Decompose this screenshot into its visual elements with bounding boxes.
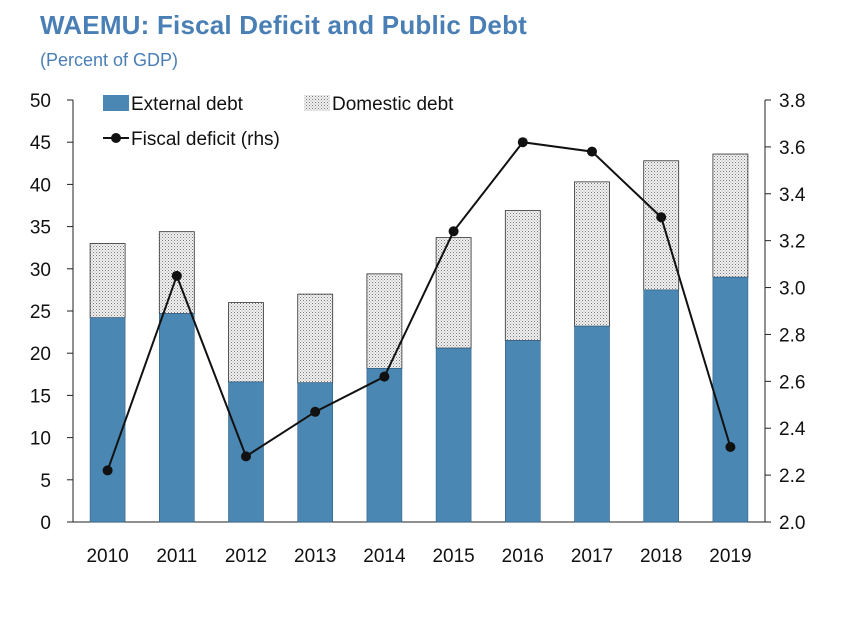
right-tick-label: 3.0: [779, 279, 805, 300]
legend-label-external-debt: External debt: [131, 94, 244, 115]
x-tick-label: 2011: [156, 546, 197, 567]
line-group: [102, 137, 736, 476]
left-tick-label: 5: [40, 471, 51, 492]
chart-title: WAEMU: Fiscal Deficit and Public Debt: [40, 10, 528, 40]
left-tick-label: 50: [30, 91, 51, 112]
left-tick-label: 40: [30, 175, 51, 196]
x-tick-label: 2014: [363, 546, 406, 567]
right-tick-label: 3.2: [779, 232, 805, 253]
left-tick-label: 15: [30, 386, 51, 407]
bar-external-debt: [366, 368, 403, 523]
legend-label-domestic-debt: Domestic debt: [332, 94, 454, 115]
bar-external-debt: [643, 289, 680, 523]
left-tick-label: 25: [30, 302, 51, 323]
fiscal-deficit-point: [379, 371, 390, 382]
right-tick-label: 2.0: [779, 513, 805, 534]
bar-external-debt: [89, 317, 126, 523]
fiscal-deficit-point: [171, 270, 182, 281]
x-tick-label: 2016: [502, 546, 544, 567]
right-tick-label: 2.4: [779, 419, 806, 440]
fiscal-deficit-point: [102, 465, 113, 476]
right-tick-label: 2.6: [779, 372, 805, 393]
bar-external-debt: [504, 340, 541, 523]
bar-external-debt: [435, 347, 472, 523]
legend-swatch-external-debt: [103, 95, 129, 111]
x-tick-label: 2010: [86, 546, 128, 567]
right-tick-label: 2.2: [779, 466, 805, 487]
x-tick-label: 2012: [225, 546, 267, 567]
left-tick-label: 45: [30, 133, 51, 154]
bar-domestic-debt: [297, 293, 334, 384]
bar-external-debt: [712, 276, 749, 523]
legend-marker-fiscal-deficit: [111, 133, 121, 143]
fiscal-deficit-line: [106, 141, 732, 471]
fiscal-deficit-point: [587, 146, 597, 157]
x-tick-label: 2013: [294, 546, 336, 567]
fiscal-deficit-point: [448, 226, 459, 237]
bar-domestic-debt: [89, 243, 126, 319]
bar-domestic-debt: [574, 181, 610, 327]
bar-external-debt: [574, 325, 610, 523]
right-tick-label: 3.8: [779, 91, 805, 112]
left-tick-label: 20: [30, 344, 51, 365]
bars-group: [89, 153, 749, 523]
bar-domestic-debt: [228, 302, 264, 383]
fiscal-deficit-point: [241, 451, 251, 462]
left-tick-label: 10: [30, 429, 51, 450]
bar-domestic-debt: [435, 237, 472, 349]
x-tick-label: 2018: [640, 546, 682, 567]
legend-swatch-domestic-debt: [304, 95, 330, 111]
fiscal-deficit-point: [310, 406, 321, 417]
fiscal-deficit-point: [725, 441, 736, 452]
bar-domestic-debt: [712, 153, 749, 278]
x-tick-label: 2019: [709, 546, 751, 567]
left-tick-label: 30: [30, 260, 51, 281]
axes-group: 0 5 10 15 20 25 30 35 40 45 50 2.0 2.2 2.4 2.6 2.8 3.0 3.…: [30, 91, 806, 567]
bar-domestic-debt: [504, 210, 541, 341]
chart-subtitle: (Percent of GDP): [40, 50, 179, 70]
bar-domestic-debt: [366, 273, 403, 369]
bar-external-debt: [297, 382, 334, 523]
legend-label-fiscal-deficit: Fiscal deficit (rhs): [131, 129, 280, 150]
bar-domestic-debt: [643, 160, 680, 291]
fiscal-deficit-point: [656, 212, 667, 223]
right-tick-label: 2.8: [779, 325, 805, 346]
right-tick-label: 3.4: [779, 185, 806, 206]
left-tick-label: 0: [40, 513, 51, 534]
legend: External debt Domestic debt Fiscal deficit…: [103, 94, 454, 150]
fiscal-deficit-point: [517, 137, 528, 148]
x-tick-label: 2017: [571, 546, 613, 567]
left-tick-label: 35: [30, 218, 51, 239]
right-tick-label: 3.6: [779, 138, 805, 159]
bar-external-debt: [159, 313, 195, 523]
x-tick-label: 2015: [432, 546, 474, 567]
